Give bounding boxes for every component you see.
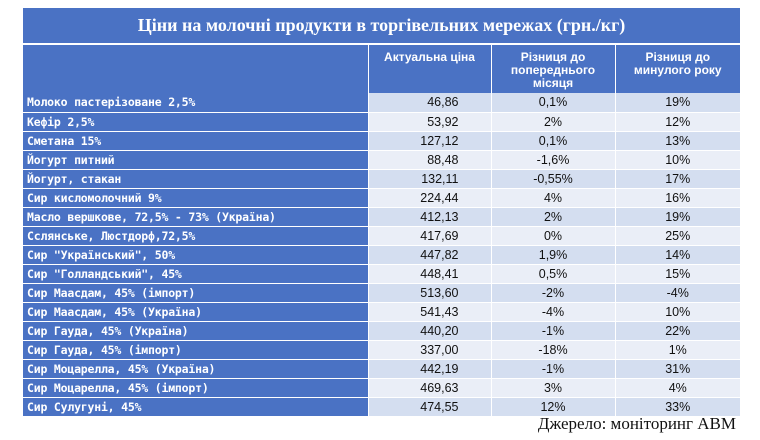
diff-month-cell: 0,5%	[491, 264, 616, 284]
diff-year-cell: 17%	[615, 169, 740, 189]
diff-year-cell: -4%	[615, 283, 740, 303]
product-name-cell: Кефір 2,5%	[23, 112, 369, 132]
price-cell: 541,43	[368, 302, 492, 322]
diff-year-cell: 12%	[615, 112, 740, 132]
diff-month-cell: -1%	[491, 321, 616, 341]
product-name-cell: Сир Моцарелла, 45% (Україна)	[23, 359, 369, 379]
price-cell: 469,63	[368, 378, 492, 398]
price-cell: 448,41	[368, 264, 492, 284]
diff-year-cell: 19%	[615, 207, 740, 227]
table-row: Кефір 2,5% 53,92 2% 12%	[23, 112, 740, 132]
price-cell: 127,12	[368, 131, 492, 151]
price-cell: 447,82	[368, 245, 492, 265]
table-body: Молоко пастерізоване 2,5% 46,86 0,1% 19% Кеф…	[23, 93, 740, 417]
diff-month-cell: 4%	[491, 188, 616, 208]
table-row: Сметана 15% 127,12 0,1% 13%	[23, 131, 740, 151]
product-name-cell: Сслянське, Люстдорф,72,5%	[23, 226, 369, 246]
table-row: Сир Маасдам, 45% (Україна) 541,43 -4% 10%	[23, 302, 740, 322]
diff-month-cell: 0,1%	[491, 131, 616, 151]
table-row: Сир Гауда, 45% (Україна) 440,20 -1% 22%	[23, 321, 740, 341]
column-header-product	[23, 45, 369, 93]
diff-year-cell: 10%	[615, 302, 740, 322]
price-cell: 412,13	[368, 207, 492, 227]
table-row: Сир "Голландський", 45% 448,41 0,5% 15%	[23, 264, 740, 284]
table-title: Ціни на молочні продукти в торгівельних …	[23, 8, 740, 45]
diff-year-cell: 1%	[615, 340, 740, 360]
product-name-cell: Сир "Український", 50%	[23, 245, 369, 265]
price-cell: 474,55	[368, 397, 492, 417]
diff-year-cell: 33%	[615, 397, 740, 417]
table-row: Сир Моцарелла, 45% (Україна) 442,19 -1% 31%	[23, 359, 740, 379]
table-row: Йогурт питний 88,48 -1,6% 10%	[23, 150, 740, 170]
diff-year-cell: 19%	[615, 93, 740, 113]
price-cell: 132,11	[368, 169, 492, 189]
diff-month-cell: 3%	[491, 378, 616, 398]
product-name-cell: Сир Маасдам, 45% (імпорт)	[23, 283, 369, 303]
diff-year-cell: 13%	[615, 131, 740, 151]
diff-month-cell: 0,1%	[491, 93, 616, 113]
table-row: Сир "Український", 50% 447,82 1,9% 14%	[23, 245, 740, 265]
diff-year-cell: 16%	[615, 188, 740, 208]
table-header-row: Актуальна ціна Різниця до попереднього м…	[23, 45, 740, 93]
diff-year-cell: 4%	[615, 378, 740, 398]
diff-year-cell: 14%	[615, 245, 740, 265]
table-row: Масло вершкове, 72,5% - 73% (Україна) 412…	[23, 207, 740, 227]
diff-month-cell: 1,9%	[491, 245, 616, 265]
table-row: Йогурт, стакан 132,11 -0,55% 17%	[23, 169, 740, 189]
product-name-cell: Сир Гауда, 45% (імпорт)	[23, 340, 369, 360]
product-name-cell: Йогурт, стакан	[23, 169, 369, 189]
column-header-diff-month: Різниця до попереднього місяця	[491, 45, 616, 93]
product-name-cell: Сметана 15%	[23, 131, 369, 151]
price-table: Актуальна ціна Різниця до попереднього м…	[23, 45, 740, 417]
diff-month-cell: 12%	[491, 397, 616, 417]
product-name-cell: Йогурт питний	[23, 150, 369, 170]
product-name-cell: Сир Гауда, 45% (Україна)	[23, 321, 369, 341]
product-name-cell: Масло вершкове, 72,5% - 73% (Україна)	[23, 207, 369, 227]
diff-month-cell: -1,6%	[491, 150, 616, 170]
table-row: Сир Моцарелла, 45% (імпорт) 469,63 3% 4%	[23, 378, 740, 398]
table-row: Сир Гауда, 45% (імпорт) 337,00 -18% 1%	[23, 340, 740, 360]
price-cell: 337,00	[368, 340, 492, 360]
diff-month-cell: 2%	[491, 207, 616, 227]
diff-year-cell: 25%	[615, 226, 740, 246]
product-name-cell: Сир Моцарелла, 45% (імпорт)	[23, 378, 369, 398]
column-header-diff-year: Різниця до минулого року	[615, 45, 740, 93]
product-name-cell: Сир Маасдам, 45% (Україна)	[23, 302, 369, 322]
diff-month-cell: -1%	[491, 359, 616, 379]
price-cell: 417,69	[368, 226, 492, 246]
product-name-cell: Сир Сулугуні, 45%	[23, 397, 369, 417]
product-name-cell: Молоко пастерізоване 2,5%	[23, 93, 369, 113]
price-cell: 513,60	[368, 283, 492, 303]
price-cell: 442,19	[368, 359, 492, 379]
price-cell: 440,20	[368, 321, 492, 341]
diff-year-cell: 22%	[615, 321, 740, 341]
product-name-cell: Сир "Голландський", 45%	[23, 264, 369, 284]
table-row: Молоко пастерізоване 2,5% 46,86 0,1% 19%	[23, 93, 740, 113]
column-header-price: Актуальна ціна	[368, 45, 492, 93]
diff-year-cell: 15%	[615, 264, 740, 284]
table-row: Сир Сулугуні, 45% 474,55 12% 33%	[23, 397, 740, 417]
diff-month-cell: -18%	[491, 340, 616, 360]
table-row: Сир Маасдам, 45% (імпорт) 513,60 -2% -4%	[23, 283, 740, 303]
price-cell: 53,92	[368, 112, 492, 132]
price-cell: 224,44	[368, 188, 492, 208]
product-name-cell: Сир кисломолочний 9%	[23, 188, 369, 208]
diff-year-cell: 10%	[615, 150, 740, 170]
source-note: Джерело: моніторинг АВМ	[537, 414, 736, 433]
price-table-container: Ціни на молочні продукти в торгівельних …	[23, 8, 740, 417]
diff-month-cell: -2%	[491, 283, 616, 303]
diff-month-cell: -0,55%	[491, 169, 616, 189]
table-row: Сслянське, Люстдорф,72,5% 417,69 0% 25%	[23, 226, 740, 246]
diff-month-cell: 2%	[491, 112, 616, 132]
price-cell: 88,48	[368, 150, 492, 170]
diff-year-cell: 31%	[615, 359, 740, 379]
diff-month-cell: -4%	[491, 302, 616, 322]
table-row: Сир кисломолочний 9% 224,44 4% 16%	[23, 188, 740, 208]
diff-month-cell: 0%	[491, 226, 616, 246]
price-cell: 46,86	[368, 93, 492, 113]
